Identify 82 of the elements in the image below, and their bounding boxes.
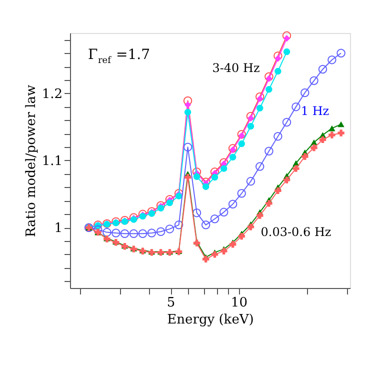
- point: [283, 48, 290, 56]
- point: [210, 214, 220, 224]
- point: [237, 130, 246, 139]
- point: [282, 31, 292, 40]
- point: [256, 95, 264, 102]
- point: [147, 228, 156, 238]
- point: [274, 68, 282, 75]
- point: [112, 228, 120, 238]
- point: [120, 229, 130, 238]
- x-tick-label: 10: [230, 296, 248, 310]
- y-tick-label: 1.2: [42, 86, 62, 102]
- point: [228, 200, 238, 208]
- point: [237, 189, 246, 198]
- point: [219, 208, 228, 217]
- point: [328, 132, 336, 138]
- point: [256, 104, 264, 112]
- point: [336, 48, 346, 58]
- annotation: 0.03-0.6 Hz: [260, 225, 332, 239]
- point: [319, 136, 326, 144]
- point: [292, 102, 300, 112]
- point: [338, 121, 344, 128]
- point: [328, 125, 336, 132]
- point: [138, 229, 148, 238]
- point: [201, 220, 210, 230]
- point: [238, 140, 245, 148]
- point: [247, 224, 254, 230]
- point: [238, 132, 245, 140]
- x-tick-label: 5: [166, 296, 176, 310]
- point: [266, 86, 272, 93]
- point: [156, 227, 166, 236]
- point: [102, 228, 112, 237]
- y-tick-label: 1.1: [42, 154, 62, 169]
- point: [302, 153, 308, 160]
- point: [211, 174, 218, 181]
- point: [238, 232, 245, 240]
- point: [256, 212, 264, 219]
- point: [220, 165, 228, 172]
- y-axis-title: Ratio model/power law: [24, 84, 39, 238]
- point: [264, 72, 274, 81]
- point: [183, 142, 192, 152]
- y-tick-label: 1: [54, 221, 62, 236]
- point: [184, 174, 192, 181]
- point: [283, 176, 290, 184]
- point: [266, 75, 272, 82]
- point: [202, 183, 210, 190]
- point: [255, 92, 264, 102]
- point: [211, 251, 218, 258]
- point: [174, 220, 184, 230]
- point: [283, 35, 290, 42]
- x-axis-title: Energy (keV): [167, 312, 254, 328]
- point: [266, 200, 272, 207]
- point: [247, 114, 254, 122]
- point: [255, 162, 264, 171]
- point: [247, 122, 254, 130]
- point: [274, 55, 282, 62]
- point: [246, 176, 256, 186]
- point: [274, 187, 282, 194]
- point: [192, 208, 202, 218]
- point: [274, 132, 282, 141]
- point: [183, 96, 192, 106]
- point: [246, 112, 256, 121]
- point: [292, 165, 300, 172]
- point: [282, 118, 292, 127]
- point: [310, 76, 318, 86]
- point: [264, 146, 274, 156]
- point: [300, 88, 310, 98]
- point: [129, 229, 138, 238]
- point: [318, 64, 328, 74]
- point: [338, 130, 344, 136]
- point: [193, 173, 200, 180]
- point: [165, 224, 174, 234]
- point: [184, 108, 192, 116]
- point: [229, 154, 236, 160]
- point: [274, 51, 282, 60]
- annotation: 1 Hz: [300, 104, 330, 118]
- point: [229, 241, 236, 248]
- point: [328, 55, 336, 64]
- point: [184, 101, 192, 108]
- point: [310, 144, 318, 152]
- point: [220, 248, 228, 254]
- point: [166, 199, 174, 206]
- annotation: 3-40 Hz: [212, 61, 260, 75]
